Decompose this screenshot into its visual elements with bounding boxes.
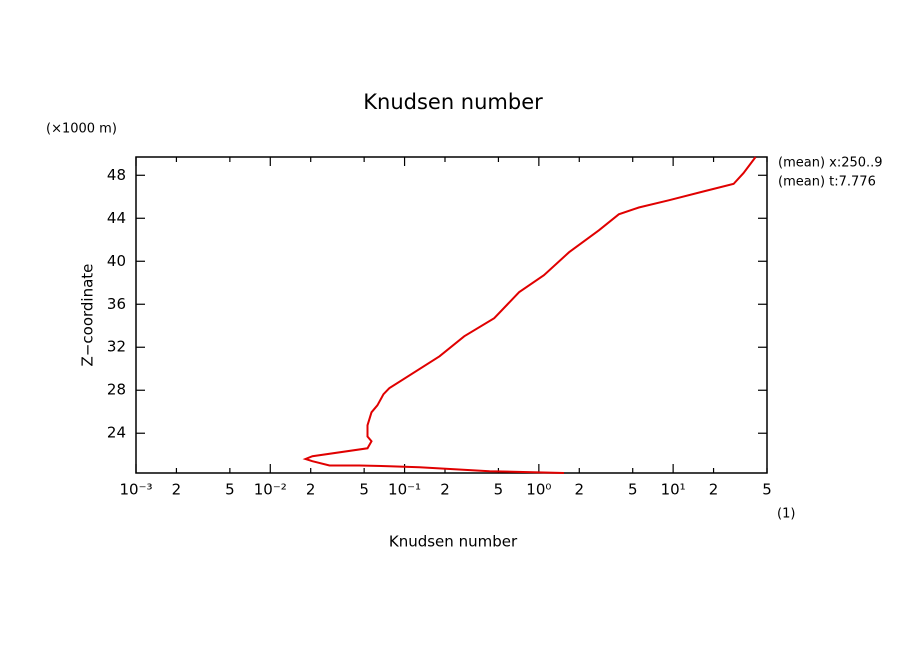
data-line [302,156,757,474]
y-tick-label: 48 [107,166,126,184]
x-tick-label: 5 [359,481,369,499]
x-tick-label: 2 [440,481,450,499]
x-tick-label: 10⁻³ [119,481,152,499]
x-tick-label: 5 [225,481,235,499]
y-unit: (×1000 m) [46,122,117,137]
x-tick-label: 2 [575,481,585,499]
x-tick-label: 5 [494,481,504,499]
x-tick-label: 10¹ [661,481,686,499]
y-tick-label: 24 [107,424,126,442]
y-axis-label: Z−coordinate [79,264,97,367]
x-tick-label: 10⁻¹ [388,481,421,499]
y-tick-label: 32 [107,338,126,356]
x-tick-label: 2 [709,481,719,499]
x-axis-label: Knudsen number [389,533,518,551]
x-tick-label: 10⁰ [526,481,551,499]
y-tick-label: 36 [107,295,126,313]
plot-frame [135,156,768,474]
chart-title: Knudsen number [363,90,543,114]
x-tick-label: 2 [172,481,182,499]
y-tick-label: 28 [107,381,126,399]
y-tick-label: 40 [107,252,126,270]
annotation: (mean) t:7.776 [778,175,876,190]
x-tick-label: 10⁻² [254,481,287,499]
y-tick-label: 44 [107,209,126,227]
x-unit: (1) [777,507,795,522]
annotation: (mean) x:250..9 [778,156,883,171]
x-tick-label: 5 [762,481,772,499]
x-tick-label: 5 [628,481,638,499]
x-tick-label: 2 [306,481,316,499]
